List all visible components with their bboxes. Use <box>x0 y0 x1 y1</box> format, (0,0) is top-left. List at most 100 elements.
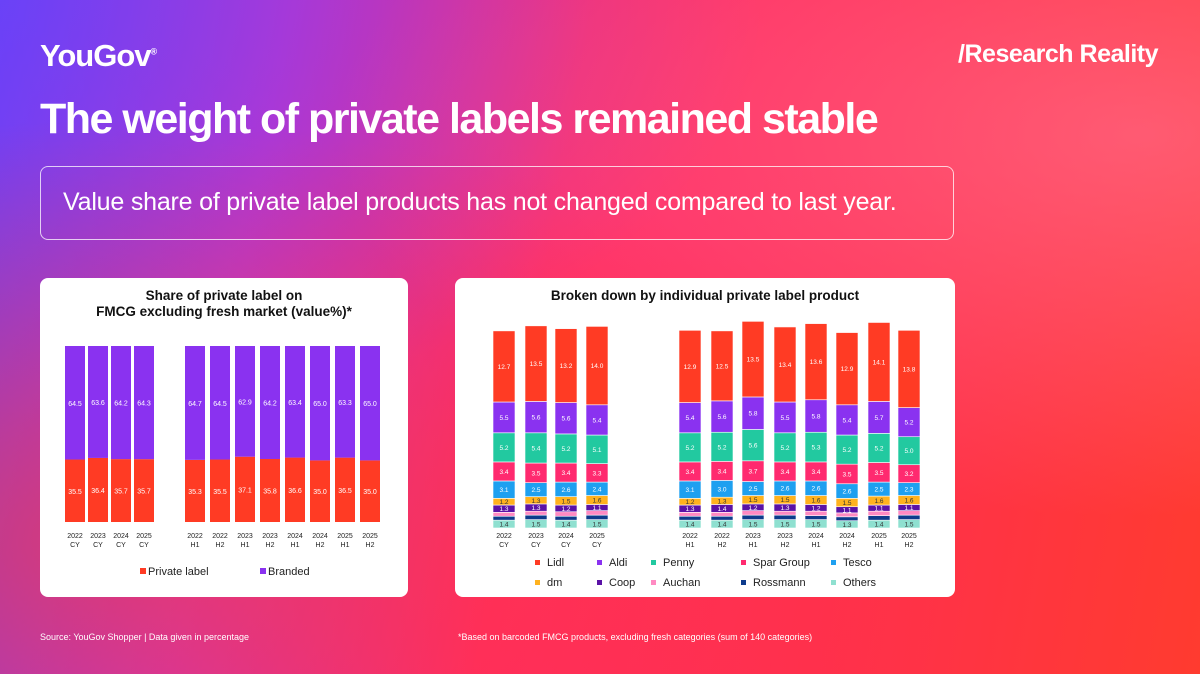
data-label: 1.3 <box>842 522 851 529</box>
bar-lidl <box>867 322 891 402</box>
data-label: 64.3 <box>137 401 151 408</box>
bar-private_label <box>335 457 355 522</box>
tick-label-period: H1 <box>241 542 250 549</box>
data-label: 5.6 <box>748 443 757 450</box>
data-label: 3.0 <box>717 486 726 493</box>
data-label: 1.5 <box>780 497 789 504</box>
data-label: 35.5 <box>68 489 82 496</box>
bar-branded <box>260 346 280 459</box>
data-label: 3.3 <box>592 470 601 477</box>
data-label: 1.4 <box>499 522 508 529</box>
bar-branded <box>65 346 85 460</box>
data-label: 1.6 <box>904 498 913 505</box>
source-note: Source: YouGov Shopper | Data given in p… <box>40 632 249 642</box>
tick-label-period: H1 <box>191 542 200 549</box>
data-label: 13.4 <box>779 362 792 369</box>
data-label: 1.1 <box>874 506 883 513</box>
bar-private_label <box>88 457 108 522</box>
data-label: 5.4 <box>531 445 540 452</box>
data-label: 1.4 <box>717 522 726 529</box>
bar-rossmann <box>678 515 702 521</box>
bar-auchan <box>710 512 734 517</box>
yougov-logo: YouGov® <box>40 38 157 73</box>
legend-swatch-dm <box>535 580 540 585</box>
bar-lidl <box>585 326 609 406</box>
tick-label-year: 2023 <box>90 533 106 540</box>
data-label: 1.2 <box>499 499 508 506</box>
data-label: 63.4 <box>288 400 302 407</box>
tick-label-period: H1 <box>291 542 300 549</box>
bar-lidl <box>524 325 548 402</box>
bar-branded <box>310 346 330 461</box>
legend-swatch-branded <box>260 568 266 574</box>
legend-label-others: Others <box>843 577 877 589</box>
data-label: 1.3 <box>499 506 508 513</box>
legend-label-tesco: Tesco <box>843 557 872 569</box>
data-label: 1.5 <box>561 498 570 505</box>
tick-label-year: 2024 <box>808 533 824 540</box>
legend-label-auchan: Auchan <box>663 577 700 589</box>
data-label: 1.2 <box>685 499 694 506</box>
data-label: 14.1 <box>873 359 886 366</box>
data-label: 5.2 <box>561 446 570 453</box>
data-label: 36.4 <box>91 488 105 495</box>
page-title: The weight of private labels remained st… <box>40 95 879 143</box>
data-label: 35.5 <box>213 489 227 496</box>
tick-label-year: 2024 <box>558 533 574 540</box>
bar-private_label <box>111 459 131 522</box>
tick-label-year: 2022 <box>682 533 698 540</box>
legend-swatch-others <box>831 580 836 585</box>
legend-label-dm: dm <box>547 577 562 589</box>
bar-private_label <box>185 459 205 522</box>
tick-label-year: 2023 <box>745 533 761 540</box>
bar-rossmann <box>867 515 891 521</box>
legend-swatch-spar <box>741 560 746 565</box>
bar-lidl <box>741 321 765 398</box>
tick-label-year: 2025 <box>136 533 152 540</box>
tick-label-year: 2022 <box>212 533 228 540</box>
bar-branded <box>111 346 131 460</box>
bar-lidl <box>492 330 516 403</box>
bar-rossmann <box>773 514 797 520</box>
data-label: 13.6 <box>810 359 823 366</box>
data-label: 2.6 <box>811 486 820 493</box>
data-label: 2.6 <box>561 487 570 494</box>
data-label: 5.2 <box>717 444 726 451</box>
legend-label-branded: Branded <box>268 566 310 578</box>
tick-label-period: CY <box>531 542 541 549</box>
data-label: 1.1 <box>592 505 601 512</box>
subtitle-text: Value share of private label products ha… <box>63 188 897 216</box>
data-label: 5.2 <box>685 445 694 452</box>
legend-swatch-auchan <box>651 580 656 585</box>
tick-label-year: 2022 <box>496 533 512 540</box>
data-label: 1.5 <box>904 521 913 528</box>
legend-swatch-penny <box>651 560 656 565</box>
tick-label-year: 2023 <box>777 533 793 540</box>
legend-swatch-aldi <box>597 560 602 565</box>
legend-label-spar: Spar Group <box>753 557 810 569</box>
data-label: 3.4 <box>499 469 508 476</box>
tick-label-period: CY <box>592 542 602 549</box>
data-label: 1.3 <box>685 506 694 513</box>
bar-branded <box>210 346 230 460</box>
legend-swatch-private_label <box>140 568 146 574</box>
bar-lidl <box>835 332 859 406</box>
tick-label-period: CY <box>70 542 80 549</box>
data-label: 12.5 <box>716 363 729 370</box>
bar-rossmann <box>804 515 828 520</box>
data-label: 37.1 <box>238 487 252 494</box>
data-label: 1.4 <box>874 522 883 529</box>
bar-private_label <box>235 456 255 522</box>
data-label: 63.6 <box>91 400 105 407</box>
data-label: 3.5 <box>842 471 851 478</box>
data-label: 5.2 <box>874 445 883 452</box>
data-label: 12.7 <box>498 364 511 371</box>
data-label: 1.4 <box>685 522 694 529</box>
private-label-share-card: Share of private label on FMCG excluding… <box>40 278 408 597</box>
data-label: 5.0 <box>904 448 913 455</box>
bar-lidl <box>897 330 921 408</box>
data-label: 5.2 <box>904 420 913 427</box>
data-label: 1.3 <box>531 498 540 505</box>
bar-branded <box>88 346 108 458</box>
data-label: 1.4 <box>561 522 570 529</box>
